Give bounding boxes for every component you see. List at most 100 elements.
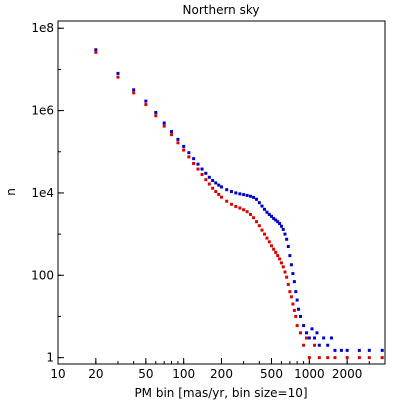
data-point [265,236,269,240]
data-point [288,290,292,294]
data-point [116,71,120,75]
x-axis: 10 20 50 100 200 500 1000 2000 [50,358,386,381]
data-point [144,103,148,107]
data-point [278,257,282,261]
x-tick-label: 10 [50,367,65,381]
data-point [200,167,204,171]
x-tick-label: 2000 [332,367,363,381]
data-point [317,356,321,360]
data-point [132,91,136,95]
data-point [144,99,148,103]
data-point [278,222,282,226]
data-point [345,356,349,360]
data-point [154,114,158,118]
x-tick-label: 20 [88,367,103,381]
data-point [270,214,274,218]
data-point [367,356,371,360]
data-point [182,144,186,148]
data-point [196,162,200,166]
data-point [234,191,238,195]
y-tick-label: 100 [31,268,54,282]
data-point [279,261,283,265]
data-point [294,314,298,318]
data-point [285,237,289,241]
data-point [274,218,278,222]
data-point [211,186,215,190]
data-point [169,133,173,137]
data-point [286,245,290,249]
data-point [225,199,229,203]
data-point [357,356,361,360]
data-point [317,343,321,347]
data-point [313,343,317,347]
data-point [272,216,276,220]
data-point [339,348,343,352]
data-point [94,48,98,52]
data-point [245,210,249,214]
data-point [182,148,186,152]
data-point [245,193,249,197]
data-point [307,336,311,340]
data-point [204,171,208,175]
data-point [298,314,302,318]
data-point [255,220,259,224]
data-point [263,207,267,211]
data-point [276,220,280,224]
data-point [305,331,309,335]
data-point [298,331,302,335]
data-point [315,331,319,335]
data-point [357,348,361,352]
data-point [252,195,256,199]
data-point [225,188,229,192]
data-point [310,327,314,331]
data-point [295,324,299,328]
data-point [162,124,166,128]
data-point [132,88,136,92]
data-point [217,183,221,187]
data-point [255,197,259,201]
data-point [333,356,337,360]
data-point [329,336,333,340]
data-point [248,212,252,216]
data-point [192,157,196,161]
data-series [94,48,384,360]
data-point [242,208,246,212]
data-point [291,272,295,276]
data-point [162,121,166,125]
x-axis-label: PM bin [mas/yr, bin size=10] [134,386,307,400]
data-point [248,194,252,198]
y-axis: 1 100 1e4 1e6 1e8 [31,21,64,365]
data-point [326,356,330,360]
y-tick-label: 1e6 [31,104,54,118]
data-point [260,228,264,232]
data-point [276,254,280,258]
data-point [214,190,218,194]
data-point [283,270,287,274]
data-point [292,280,296,284]
data-point [380,348,384,352]
data-point [176,141,180,145]
data-point [200,173,204,177]
data-point [238,206,242,210]
data-point [257,224,261,228]
data-point [322,336,326,340]
data-point [286,282,290,286]
y-axis-label: n [4,188,18,196]
data-point [281,227,285,231]
data-point [274,250,278,254]
data-point [204,178,208,182]
y-tick-label: 1e4 [31,186,54,200]
data-point [267,240,271,244]
data-point [281,265,285,269]
data-point [313,336,317,340]
data-point [176,137,180,141]
data-point [229,202,233,206]
data-point [279,224,283,228]
data-point [196,167,200,171]
data-point [295,298,299,302]
y-tick-label: 1 [46,351,54,365]
data-point [207,175,211,179]
data-point [307,356,311,360]
data-point [229,190,233,194]
data-point [238,192,242,196]
